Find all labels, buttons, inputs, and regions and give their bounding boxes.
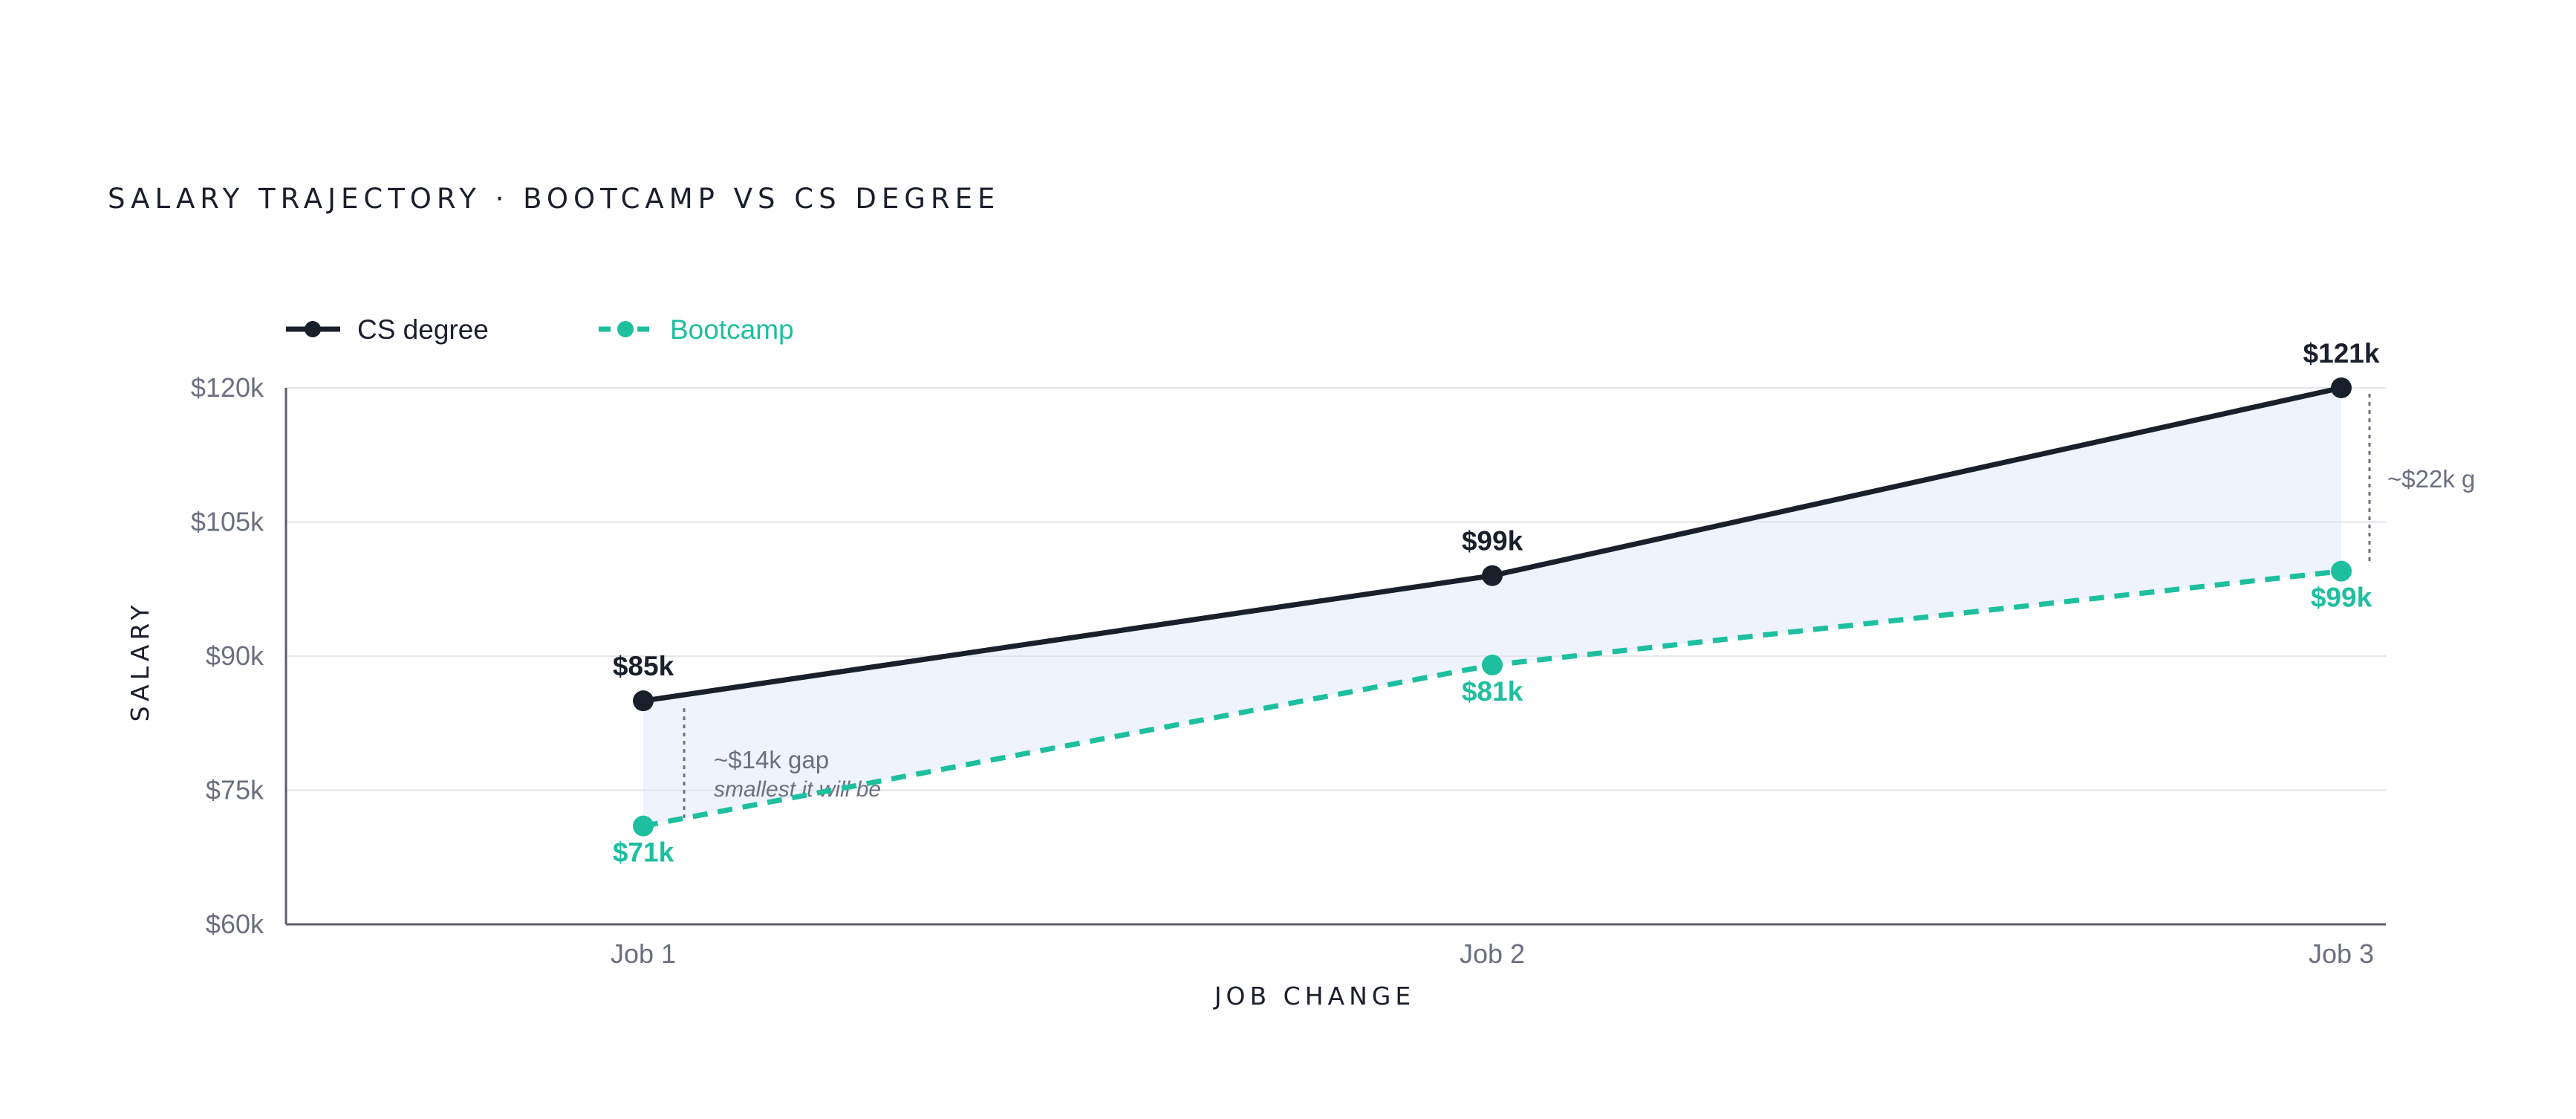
legend-swatch-point-cs-degree [305, 321, 321, 337]
x-tick-label: Job 1 [611, 938, 676, 969]
y-axis-title: SALARY [126, 601, 155, 722]
label-layer: $85k $99k $121k $71k $81k $99k [613, 338, 2380, 868]
data-label-cs-degree: $99k [1462, 526, 1523, 557]
y-tick-label: $105k [191, 507, 264, 537]
grid-layer [286, 387, 2386, 791]
legend: CS degree Bootcamp [286, 314, 794, 345]
y-tick-label: $75k [206, 775, 264, 805]
data-label-bootcamp: $99k [2311, 583, 2372, 613]
x-axis-title: JOB CHANGE [1213, 982, 1415, 1011]
data-label-bootcamp: $81k [1462, 676, 1523, 707]
x-tick-label: Job 2 [1460, 938, 1525, 969]
series-layer [633, 377, 2352, 837]
legend-label-bootcamp: Bootcamp [670, 314, 794, 345]
series-point-bootcamp-0 [633, 815, 654, 837]
annotation-gap-job1: ~$14k gap [714, 746, 829, 773]
y-tick-label: $120k [191, 372, 264, 403]
data-label-cs-degree: $121k [2303, 338, 2380, 369]
gap-fill-area [643, 388, 2341, 826]
data-label-cs-degree: $85k [613, 651, 674, 681]
series-point-cs-degree-0 [633, 690, 654, 712]
data-label-bootcamp: $71k [613, 837, 674, 868]
y-tick-label: $90k [206, 640, 264, 671]
gap-fill-layer [643, 388, 2341, 826]
legend-label-cs-degree: CS degree [357, 314, 489, 345]
annotation-gap-job3: ~$22k g [2387, 465, 2475, 493]
series-point-bootcamp-2 [2331, 560, 2352, 582]
axes-layer: $60k $75k $90k $105k $120k Job 1 Job 2 Job 3 JOB… [126, 372, 2386, 1011]
series-point-bootcamp-1 [1482, 655, 1503, 676]
series-point-cs-degree-1 [1482, 565, 1503, 586]
series-point-cs-degree-2 [2331, 377, 2352, 398]
y-tick-label: $60k [206, 909, 264, 939]
x-tick-label: Job 3 [2309, 938, 2374, 969]
chart-title: SALARY TRAJECTORY · BOOTCAMP VS CS DEGRE… [108, 183, 1001, 215]
legend-swatch-point-bootcamp [617, 321, 634, 337]
